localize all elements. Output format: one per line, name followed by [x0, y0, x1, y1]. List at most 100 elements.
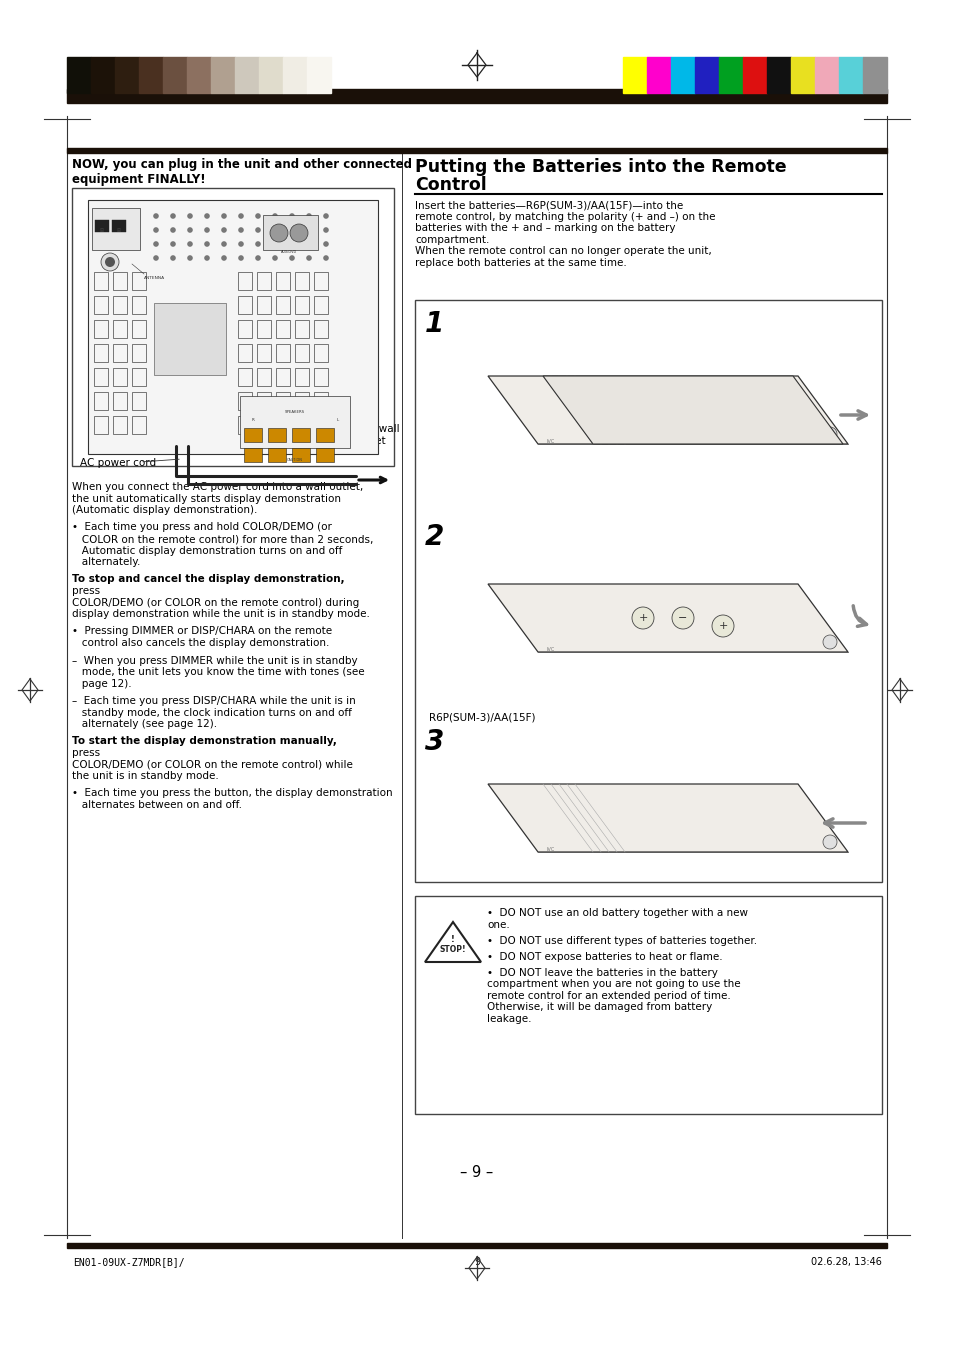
Circle shape: [671, 607, 693, 630]
Circle shape: [289, 213, 294, 219]
Circle shape: [221, 213, 227, 219]
Circle shape: [323, 255, 329, 261]
Circle shape: [272, 213, 277, 219]
Bar: [240, 396, 350, 449]
Bar: [237, 296, 252, 313]
Bar: [94, 272, 108, 290]
Circle shape: [323, 227, 329, 232]
Bar: [237, 320, 252, 338]
Text: •  Each time you press the button, the display demonstration
   alternates betwe: • Each time you press the button, the di…: [71, 789, 393, 811]
Circle shape: [153, 227, 158, 232]
Bar: [94, 320, 108, 338]
Circle shape: [323, 213, 329, 219]
Text: press
COLOR/DEMO (or COLOR on the remote control) while
the unit is in standby m: press COLOR/DEMO (or COLOR on the remote…: [71, 748, 353, 781]
Circle shape: [238, 242, 244, 247]
Circle shape: [170, 213, 175, 219]
Bar: [415, 896, 882, 1115]
Circle shape: [255, 227, 260, 232]
Bar: [719, 57, 742, 93]
Text: SPEAKERS: SPEAKERS: [285, 409, 305, 413]
Circle shape: [170, 255, 175, 261]
Polygon shape: [424, 921, 480, 962]
Bar: [112, 272, 127, 290]
Bar: [646, 57, 670, 93]
Bar: [91, 57, 115, 93]
Polygon shape: [488, 376, 847, 444]
Circle shape: [323, 242, 329, 247]
Bar: [94, 416, 108, 434]
Circle shape: [289, 242, 294, 247]
Polygon shape: [488, 584, 847, 653]
Bar: [132, 320, 146, 338]
Circle shape: [711, 615, 733, 638]
Circle shape: [170, 227, 175, 232]
Circle shape: [238, 213, 244, 219]
Bar: [294, 345, 309, 362]
Circle shape: [822, 635, 836, 648]
Text: ⊞: ⊞: [117, 228, 121, 232]
Bar: [163, 57, 187, 93]
Bar: [237, 416, 252, 434]
Circle shape: [822, 835, 836, 848]
Text: JVC: JVC: [545, 647, 554, 653]
Circle shape: [306, 255, 312, 261]
Text: 02.6.28, 13:46: 02.6.28, 13:46: [810, 1256, 882, 1267]
Bar: [132, 367, 146, 386]
Text: −: −: [678, 613, 687, 623]
Bar: [294, 416, 309, 434]
Text: – 9 –: – 9 –: [460, 1165, 493, 1179]
Bar: [294, 392, 309, 409]
Circle shape: [170, 242, 175, 247]
Polygon shape: [488, 784, 847, 852]
Bar: [91, 208, 140, 250]
Bar: [275, 272, 290, 290]
Bar: [275, 296, 290, 313]
Text: R: R: [252, 417, 254, 422]
Bar: [814, 57, 838, 93]
Text: To start the display demonstration manually,: To start the display demonstration manua…: [71, 736, 336, 747]
Bar: [790, 57, 814, 93]
Circle shape: [290, 224, 308, 242]
Bar: [112, 416, 127, 434]
Bar: [622, 57, 646, 93]
Bar: [695, 57, 719, 93]
Bar: [766, 57, 790, 93]
Text: 2: 2: [424, 523, 444, 551]
Text: ANTENNA: ANTENNA: [144, 276, 165, 280]
Bar: [112, 220, 126, 232]
Text: 1: 1: [424, 309, 444, 338]
Text: 9: 9: [474, 1256, 479, 1267]
Text: ⊞: ⊞: [100, 228, 104, 232]
Bar: [112, 296, 127, 313]
Text: To stop and cancel the display demonstration,: To stop and cancel the display demonstra…: [71, 574, 344, 585]
Bar: [139, 57, 163, 93]
Circle shape: [153, 255, 158, 261]
Bar: [94, 367, 108, 386]
Circle shape: [153, 213, 158, 219]
Bar: [244, 428, 262, 442]
Text: –  Each time you press DISP/CHARA while the unit is in
   standby mode, the cloc: – Each time you press DISP/CHARA while t…: [71, 696, 355, 730]
Bar: [94, 345, 108, 362]
Text: JVC: JVC: [545, 847, 554, 852]
Bar: [112, 345, 127, 362]
Text: AC power cord: AC power cord: [80, 458, 156, 467]
Text: •  DO NOT expose batteries to heat or flame.: • DO NOT expose batteries to heat or fla…: [486, 951, 721, 962]
Circle shape: [187, 227, 193, 232]
Circle shape: [289, 255, 294, 261]
Bar: [237, 272, 252, 290]
Text: •  Each time you press and hold COLOR/DEMO (or
   COLOR on the remote control) f: • Each time you press and hold COLOR/DEM…: [71, 523, 373, 567]
Bar: [256, 296, 271, 313]
Circle shape: [306, 227, 312, 232]
Text: •  DO NOT leave the batteries in the battery
compartment when you are not going : • DO NOT leave the batteries in the batt…: [486, 967, 740, 1024]
Bar: [275, 367, 290, 386]
Bar: [268, 428, 286, 442]
Circle shape: [238, 227, 244, 232]
Bar: [256, 367, 271, 386]
Text: !: !: [451, 935, 455, 944]
Bar: [314, 416, 328, 434]
Bar: [256, 272, 271, 290]
Bar: [237, 367, 252, 386]
Text: When you connect the AC power cord into a wall outlet,
the unit automatically st: When you connect the AC power cord into …: [71, 482, 363, 515]
Bar: [314, 367, 328, 386]
Circle shape: [272, 227, 277, 232]
